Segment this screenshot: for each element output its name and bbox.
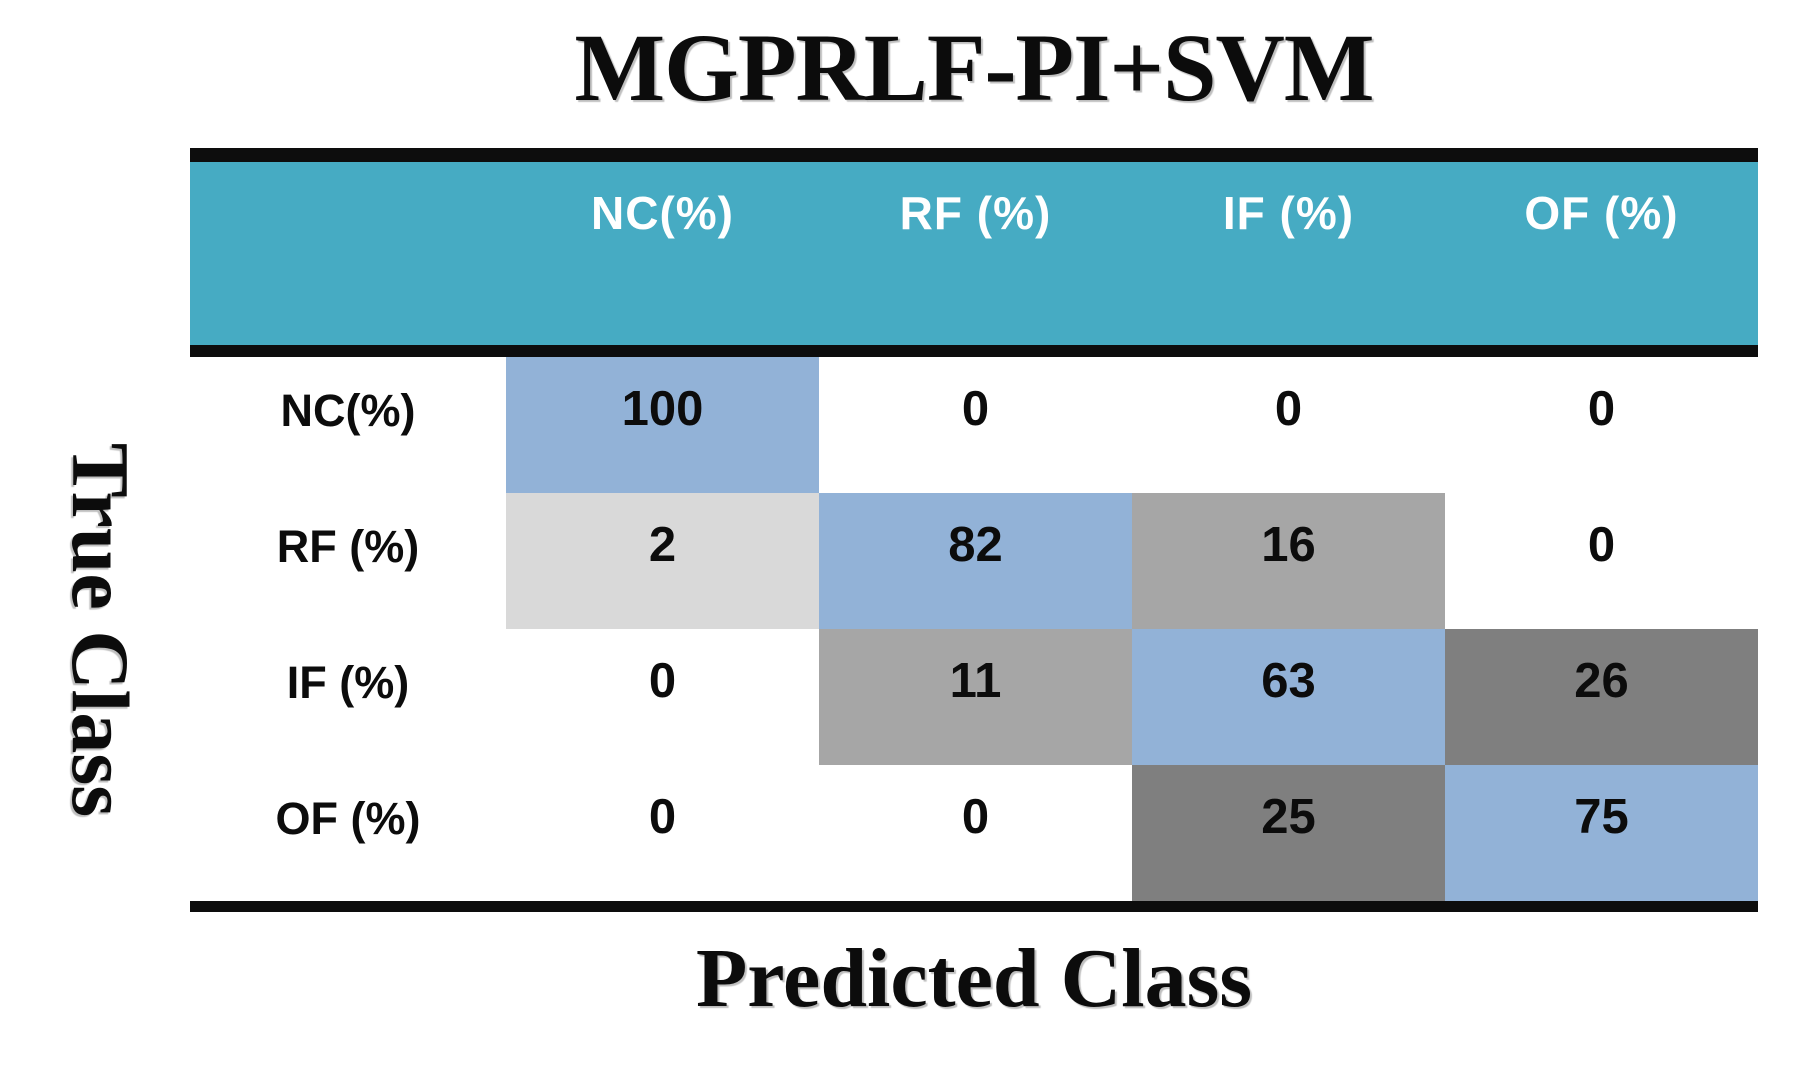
column-header-nc: NC(%) bbox=[591, 187, 734, 239]
row-header-if: IF (%) bbox=[190, 629, 506, 765]
cell-of-of: 75 bbox=[1445, 765, 1758, 901]
x-axis-label: Predicted Class bbox=[695, 932, 1253, 1025]
cell-nc-rf: 0 bbox=[819, 357, 1132, 493]
cell-rf-rf: 82 bbox=[819, 493, 1132, 629]
matrix-row-rf: RF (%) 2 82 16 0 bbox=[190, 493, 1758, 629]
corner-cell bbox=[190, 162, 506, 345]
cell-rf-nc: 2 bbox=[506, 493, 819, 629]
matrix-row-nc: NC(%) 100 0 0 0 bbox=[190, 357, 1758, 493]
column-header-if: IF (%) bbox=[1222, 187, 1355, 239]
cell-if-if: 63 bbox=[1132, 629, 1445, 765]
bottom-rule bbox=[190, 901, 1758, 912]
cell-of-rf: 0 bbox=[819, 765, 1132, 901]
header-underline-rule bbox=[190, 345, 1758, 357]
cell-rf-if: 16 bbox=[1132, 493, 1445, 629]
column-header-row: NC(%) RF (%) IF (%) OF (%) bbox=[190, 162, 1758, 345]
column-header-rf: RF (%) bbox=[899, 187, 1052, 239]
y-axis-label: True Class bbox=[55, 442, 146, 818]
chart-title: MGPRLF-PI+SVM bbox=[574, 14, 1375, 121]
top-rule bbox=[190, 148, 1758, 162]
cell-if-nc: 0 bbox=[506, 629, 819, 765]
column-header-of: OF (%) bbox=[1524, 187, 1679, 239]
cell-nc-nc: 100 bbox=[506, 357, 819, 493]
cell-if-rf: 11 bbox=[819, 629, 1132, 765]
cell-rf-of: 0 bbox=[1445, 493, 1758, 629]
matrix-row-if: IF (%) 0 11 63 26 bbox=[190, 629, 1758, 765]
matrix-row-of: OF (%) 0 0 25 75 bbox=[190, 765, 1758, 901]
row-header-rf: RF (%) bbox=[190, 493, 506, 629]
cell-nc-if: 0 bbox=[1132, 357, 1445, 493]
matrix-body: NC(%) 100 0 0 0 RF (%) 2 82 16 0 IF (%) 0 11 63 26 OF (… bbox=[190, 357, 1758, 901]
row-header-nc: NC(%) bbox=[190, 357, 506, 493]
cell-nc-of: 0 bbox=[1445, 357, 1758, 493]
row-header-of: OF (%) bbox=[190, 765, 506, 901]
cell-of-nc: 0 bbox=[506, 765, 819, 901]
cell-if-of: 26 bbox=[1445, 629, 1758, 765]
cell-of-if: 25 bbox=[1132, 765, 1445, 901]
confusion-matrix-table: NC(%) RF (%) IF (%) OF (%) NC(%) 100 0 0 0 RF (%… bbox=[190, 148, 1758, 912]
